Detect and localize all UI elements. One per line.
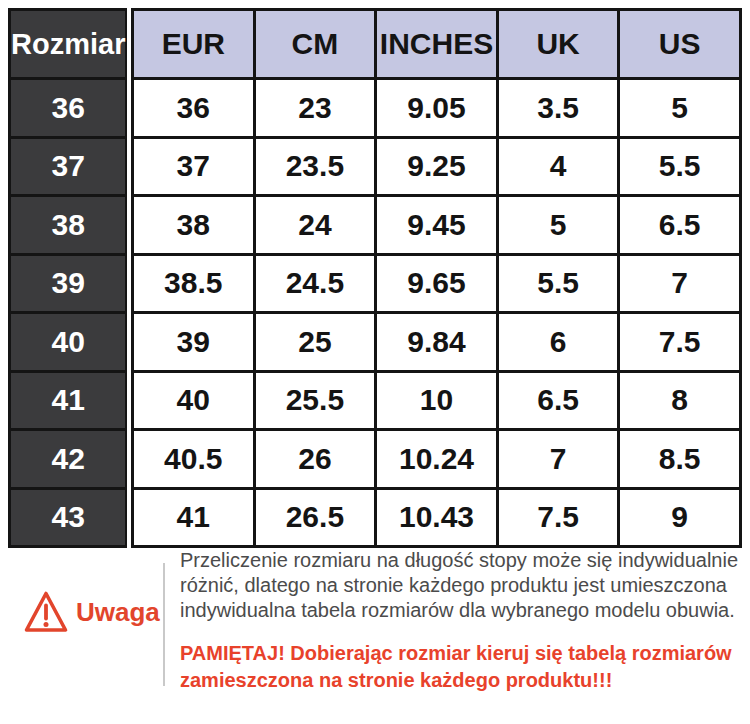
note-reminder-line: zamieszczona na stronie każdego produktu… [180, 667, 745, 694]
note-body-line: indywidualna tabela rozmiarów dla wybran… [180, 598, 745, 623]
warning-box: Uwaga [24, 590, 160, 635]
table-cell: 6.5 [499, 373, 618, 429]
table-cell: 40 [134, 373, 253, 429]
column-header-cm: CM [256, 11, 375, 77]
table-cell: 6.5 [620, 197, 739, 253]
note-body-line: różnić, dlatego na stronie każdego produ… [180, 573, 745, 598]
size-cell: 43 [11, 490, 125, 546]
size-cell: 36 [11, 80, 125, 136]
table-cell: 41 [134, 490, 253, 546]
table-cell: 5.5 [499, 256, 618, 312]
table-cell: 5 [499, 197, 618, 253]
column-header-eur: EUR [134, 11, 253, 77]
note-reminder-line: PAMIĘTAJ! Dobierając rozmiar kieruj się … [180, 640, 745, 667]
table-cell: 39 [134, 314, 253, 370]
table-cell: 24.5 [256, 256, 375, 312]
table-cell: 5.5 [620, 139, 739, 195]
table-cell: 38.5 [134, 256, 253, 312]
table-cell: 7 [620, 256, 739, 312]
table-cell: 6 [499, 314, 618, 370]
row-header-label: Rozmiar [11, 11, 125, 77]
column-header-inches: INCHES [377, 11, 496, 77]
size-cell: 41 [11, 373, 125, 429]
table-cell: 26 [256, 431, 375, 487]
note-reminder: PAMIĘTAJ! Dobierając rozmiar kieruj się … [180, 640, 745, 694]
table-cell: 7.5 [499, 490, 618, 546]
table-cell: 25.5 [256, 373, 375, 429]
warning-triangle-icon [24, 590, 68, 635]
table-cell: 10.24 [377, 431, 496, 487]
size-cell: 38 [11, 197, 125, 253]
table-cell: 36 [134, 80, 253, 136]
table-cell: 7.5 [620, 314, 739, 370]
table-cell: 37 [134, 139, 253, 195]
table-cell: 26.5 [256, 490, 375, 546]
divider [163, 563, 165, 686]
table-cell: 10 [377, 373, 496, 429]
table-cell: 9.65 [377, 256, 496, 312]
table-cell: 9 [620, 490, 739, 546]
column-header-uk: UK [499, 11, 618, 77]
note-body-line: Przeliczenie rozmiaru na długość stopy m… [180, 548, 745, 573]
table-cell: 8 [620, 373, 739, 429]
table-cell: 9.84 [377, 314, 496, 370]
table-cell: 5 [620, 80, 739, 136]
size-cell: 42 [11, 431, 125, 487]
size-cell: 39 [11, 256, 125, 312]
table-cell: 23 [256, 80, 375, 136]
size-column: Rozmiar 36 37 38 39 40 41 42 43 [8, 8, 127, 548]
table-cell: 4 [499, 139, 618, 195]
table-cell: 9.45 [377, 197, 496, 253]
warning-label: Uwaga [76, 597, 160, 628]
size-cell: 40 [11, 314, 125, 370]
table-cell: 9.05 [377, 80, 496, 136]
table-cell: 3.5 [499, 80, 618, 136]
table-cell: 7 [499, 431, 618, 487]
size-cell: 37 [11, 139, 125, 195]
note-text: Przeliczenie rozmiaru na długość stopy m… [180, 548, 745, 694]
table-cell: 40.5 [134, 431, 253, 487]
table-cell: 8.5 [620, 431, 739, 487]
table-cell: 10.43 [377, 490, 496, 546]
size-table: Rozmiar 36 37 38 39 40 41 42 43 EUR CM I… [8, 8, 742, 548]
table-cell: 9.25 [377, 139, 496, 195]
table-cell: 38 [134, 197, 253, 253]
column-header-us: US [620, 11, 739, 77]
table-cell: 24 [256, 197, 375, 253]
conversion-grid: EUR CM INCHES UK US 36 23 9.05 3.5 5 37 … [131, 8, 742, 548]
table-cell: 23.5 [256, 139, 375, 195]
table-cell: 25 [256, 314, 375, 370]
